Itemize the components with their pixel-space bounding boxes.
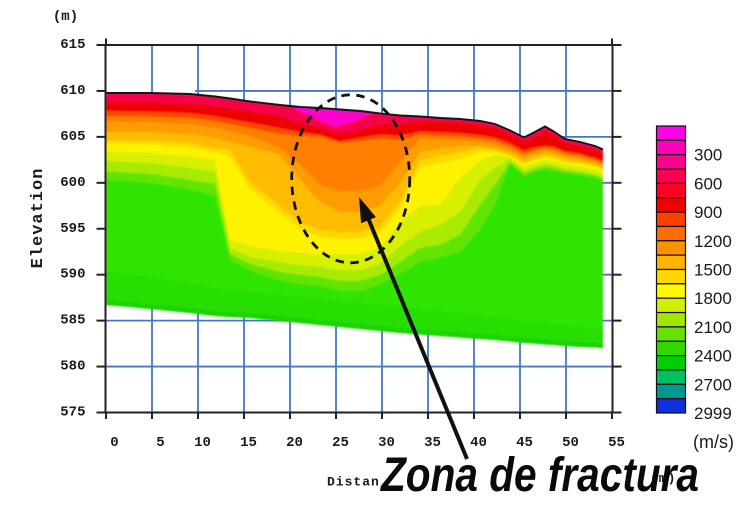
svg-text:605: 605 <box>60 129 85 145</box>
svg-text:Distan: Distan <box>327 475 380 490</box>
svg-text:600: 600 <box>694 174 722 193</box>
svg-text:2700: 2700 <box>694 375 732 394</box>
svg-text:585: 585 <box>60 313 85 329</box>
svg-text:25: 25 <box>332 435 349 451</box>
svg-text:10: 10 <box>194 435 211 451</box>
svg-text:(m/s): (m/s) <box>693 432 734 452</box>
svg-text:30: 30 <box>378 435 395 451</box>
svg-text:610: 610 <box>60 83 85 99</box>
svg-text:35: 35 <box>424 435 441 451</box>
svg-text:600: 600 <box>60 175 85 191</box>
svg-text:50: 50 <box>562 435 579 451</box>
svg-text:2100: 2100 <box>694 318 732 337</box>
svg-text:5: 5 <box>156 435 164 451</box>
svg-text:1200: 1200 <box>694 232 732 251</box>
svg-text:2999: 2999 <box>694 404 732 423</box>
svg-text:580: 580 <box>60 359 85 375</box>
svg-text:15: 15 <box>240 435 257 451</box>
svg-text:590: 590 <box>60 267 85 283</box>
svg-text:1500: 1500 <box>694 261 732 280</box>
svg-text:40: 40 <box>470 435 487 451</box>
svg-text:Zona de fractura: Zona de fractura <box>379 449 699 502</box>
svg-text:595: 595 <box>60 221 85 237</box>
svg-text:55: 55 <box>608 435 625 451</box>
svg-text:0: 0 <box>110 435 118 451</box>
svg-text:300: 300 <box>694 146 722 165</box>
svg-text:(m): (m) <box>650 471 676 486</box>
svg-text:1800: 1800 <box>694 289 732 308</box>
svg-text:615: 615 <box>60 37 85 53</box>
svg-text:575: 575 <box>60 405 85 421</box>
svg-text:2400: 2400 <box>694 347 732 366</box>
svg-text:45: 45 <box>516 435 533 451</box>
svg-text:20: 20 <box>286 435 303 451</box>
svg-text:Elevation: Elevation <box>29 168 48 269</box>
svg-text:(m): (m) <box>53 9 78 25</box>
svg-text:900: 900 <box>694 203 722 222</box>
